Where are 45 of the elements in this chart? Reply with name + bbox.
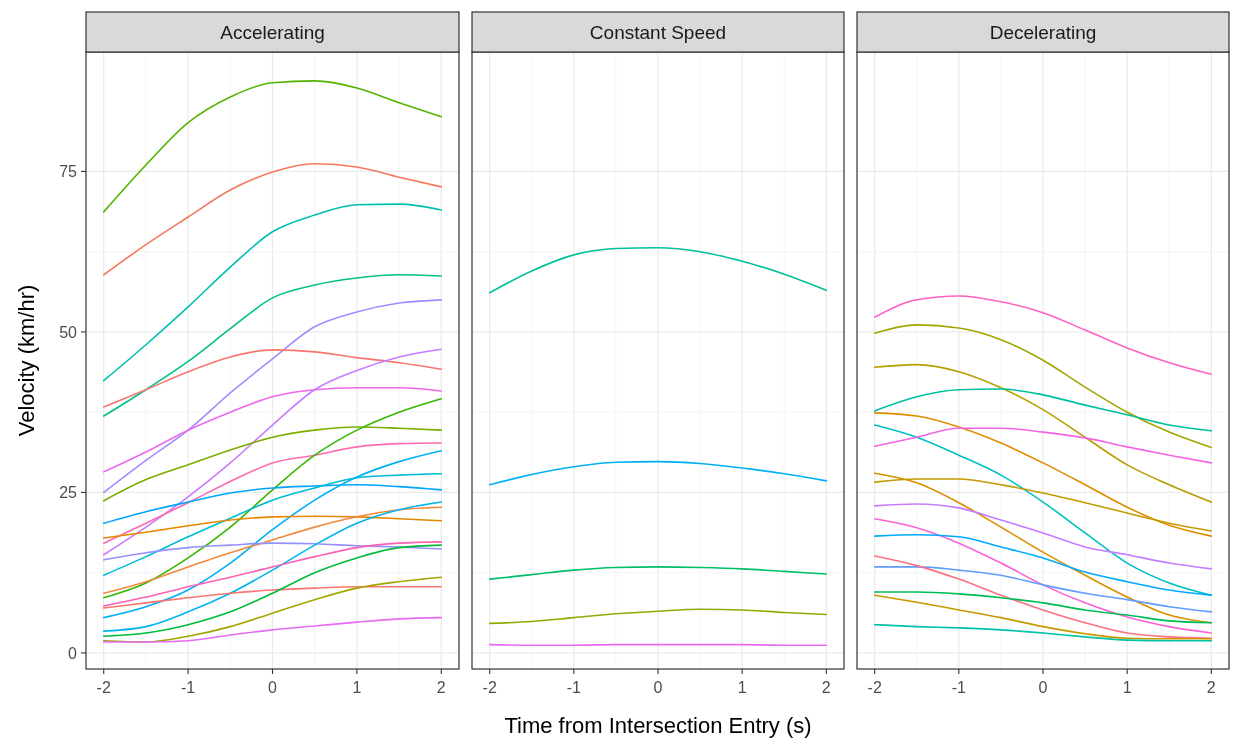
y-tick-label: 25 <box>59 484 78 502</box>
line-series <box>102 386 443 473</box>
chart-title: Decelerating <box>989 22 1097 43</box>
x-tick-label: 2 <box>821 679 831 696</box>
x-tick-label: -1 <box>951 679 967 696</box>
line-series <box>102 273 443 417</box>
x-tick-label: 0 <box>268 679 278 696</box>
chart-title: Constant Speed <box>589 22 727 43</box>
x-tick-label: -1 <box>566 679 582 696</box>
line-series <box>102 501 443 632</box>
y-tick-label: 75 <box>59 163 78 181</box>
line-series <box>102 348 443 556</box>
line-series <box>102 442 443 544</box>
x-tick-label: -2 <box>96 679 111 696</box>
x-tick-label: 0 <box>653 679 663 696</box>
y-axis-title: Velocity (km/hr) <box>14 284 39 437</box>
line-series <box>102 426 443 502</box>
line-series <box>102 515 443 539</box>
line-series <box>102 203 443 382</box>
line-series <box>102 473 443 577</box>
x-tick-label: -1 <box>180 679 196 696</box>
line-series <box>102 299 443 494</box>
x-axis-title: Time from Intersection Entry (s) <box>504 713 812 738</box>
line-series <box>102 162 443 276</box>
x-tick-label: -2 <box>482 679 497 696</box>
line-series <box>102 586 443 609</box>
x-tick-label: 2 <box>1206 679 1216 696</box>
line-series <box>102 506 443 595</box>
chart-title: Accelerating <box>220 22 325 43</box>
y-tick-label: 50 <box>59 323 78 341</box>
line-series <box>102 349 443 408</box>
x-tick-label: 1 <box>737 679 747 696</box>
line-series <box>102 80 443 213</box>
line-series <box>102 541 443 607</box>
x-tick-label: 1 <box>352 679 362 696</box>
line-series <box>102 449 443 619</box>
line-series <box>102 397 443 599</box>
x-tick-label: 2 <box>436 679 446 696</box>
line-series <box>102 616 443 643</box>
x-tick-label: -2 <box>867 679 882 696</box>
y-tick-label: 0 <box>68 644 78 662</box>
x-tick-label: 1 <box>1122 679 1132 696</box>
line-series <box>102 544 443 638</box>
line-series <box>102 542 443 561</box>
x-tick-label: 0 <box>1038 679 1048 696</box>
